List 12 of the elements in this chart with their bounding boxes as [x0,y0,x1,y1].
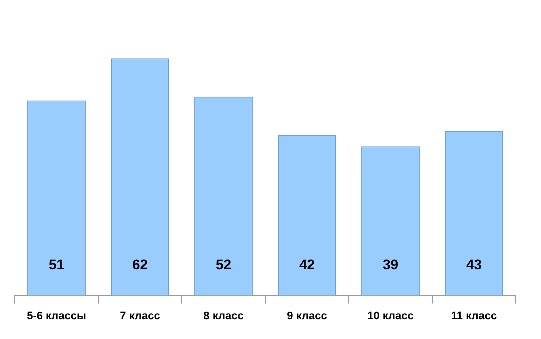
x-tick-label: 9 класс [287,310,328,322]
x-tick-label: 10 класс [368,310,414,322]
x-tick-label: 8 класс [204,310,244,322]
data-label: 39 [382,256,399,273]
data-label: 42 [299,256,316,273]
x-tick-label: 5-6 классы [27,310,86,322]
x-tick-label: 11 класс [451,310,498,322]
data-label: 51 [48,256,65,273]
data-label: 52 [216,256,232,273]
data-label: 62 [132,256,148,273]
x-tick-label: 7 класс [120,310,160,322]
data-label: 43 [466,256,482,273]
